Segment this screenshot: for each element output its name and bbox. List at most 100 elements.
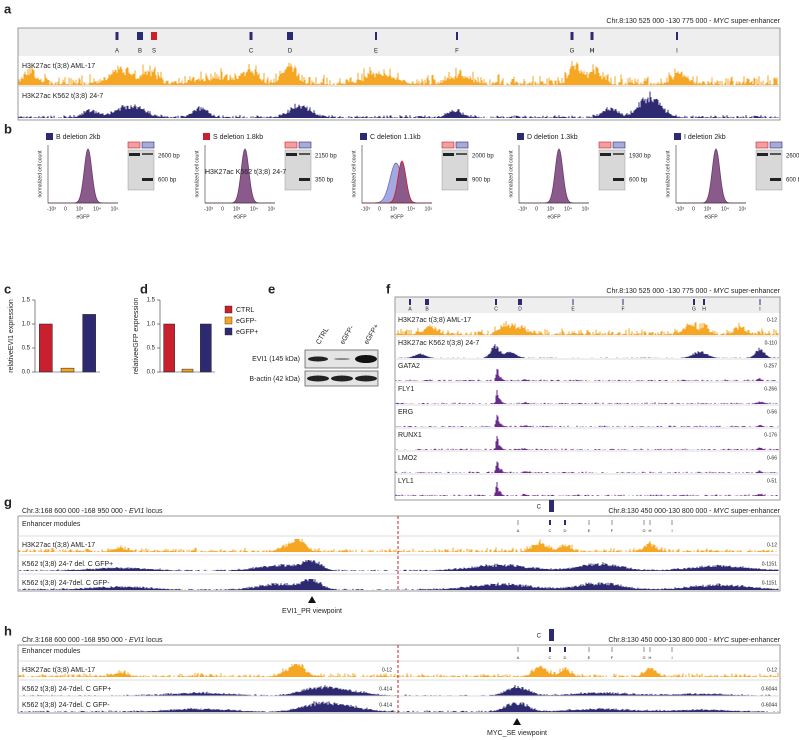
panel-box bbox=[17, 644, 781, 714]
module-label: E bbox=[588, 655, 591, 660]
legend-swatch bbox=[224, 316, 233, 325]
band-label: 2600 bp bbox=[786, 154, 799, 160]
axes bbox=[361, 145, 432, 204]
x-tick-label: 10³ bbox=[233, 206, 241, 212]
module-marker bbox=[676, 32, 678, 40]
legend-swatch bbox=[224, 327, 233, 336]
track-label: H3K27ac K562 t(3;8) 24-7 bbox=[22, 93, 103, 100]
viewpoint-marker bbox=[513, 718, 521, 725]
panel-box bbox=[17, 27, 781, 121]
module-label: A bbox=[115, 49, 119, 55]
signal-track bbox=[395, 461, 778, 473]
gel-header bbox=[298, 141, 312, 149]
gel-header bbox=[769, 141, 783, 149]
x-tick-label: 10³ bbox=[76, 206, 84, 212]
track-label: K562 t(3;8) 24-7del. C GFP- bbox=[22, 702, 110, 709]
band-label: 2000 bp bbox=[472, 154, 494, 160]
column-label: eGFP- bbox=[339, 324, 356, 346]
module-label: H bbox=[649, 528, 652, 533]
gel-band bbox=[613, 178, 624, 181]
track-range: 0-12 bbox=[767, 542, 777, 548]
gel-band bbox=[770, 153, 781, 155]
locus-part: Chr.8:130 450 000-130 800 000 - bbox=[608, 508, 713, 515]
x-tick-label: 10⁴ bbox=[407, 206, 415, 212]
x-tick-label: 10⁵ bbox=[111, 206, 119, 212]
gel-band bbox=[770, 178, 781, 181]
blot-band bbox=[331, 375, 353, 382]
module-marker bbox=[456, 32, 458, 40]
x-tick-label: 10⁴ bbox=[250, 206, 258, 212]
module-label: A bbox=[517, 655, 520, 660]
legend-swatch bbox=[224, 305, 233, 314]
title-swatch bbox=[360, 133, 367, 140]
locus-part: Chr.8:130 525 000 -130 775 000 - bbox=[606, 18, 713, 25]
module-label: F bbox=[621, 306, 624, 312]
y-tick-label: 1.5 bbox=[22, 298, 31, 304]
x-tick-label: 10³ bbox=[390, 206, 398, 212]
band-label: 600 bp bbox=[158, 178, 177, 184]
module-label: D bbox=[288, 49, 293, 55]
title-swatch bbox=[674, 133, 681, 140]
module-marker bbox=[495, 299, 497, 305]
gel bbox=[127, 149, 155, 191]
panel-letter: h bbox=[4, 623, 12, 638]
locus: Chr.8:130 450 000-130 800 000 - MYC supe… bbox=[608, 637, 780, 644]
locus-part: locus bbox=[144, 637, 163, 644]
x-tick-label: 0 bbox=[692, 206, 695, 212]
axes bbox=[159, 300, 215, 373]
track-range: 0-414 bbox=[379, 686, 392, 692]
gel-band bbox=[600, 153, 611, 156]
track-range: 0-12 bbox=[767, 667, 777, 673]
track-label: ERG bbox=[398, 409, 413, 416]
module-label: C bbox=[494, 306, 498, 312]
module-label: D bbox=[518, 306, 522, 312]
module-marker bbox=[287, 32, 293, 40]
x-axis-label: eGFP bbox=[547, 214, 561, 220]
x-tick-label: 0 bbox=[378, 206, 381, 212]
module-label: G bbox=[692, 306, 696, 312]
band-label: 1930 bp bbox=[629, 154, 651, 160]
histogram bbox=[676, 148, 746, 204]
signal-track bbox=[396, 436, 779, 450]
module-label: H bbox=[590, 49, 594, 55]
y-axis-label: normalized cell count bbox=[508, 150, 514, 198]
plot-title: I deletion 2kb bbox=[684, 134, 726, 141]
module-label: C bbox=[549, 655, 552, 660]
module-label: E bbox=[374, 49, 378, 55]
gel-band bbox=[456, 153, 467, 155]
x-tick-label: 10⁵ bbox=[425, 206, 433, 212]
gel bbox=[755, 149, 783, 191]
module-label: F bbox=[455, 49, 459, 55]
bar bbox=[181, 368, 194, 373]
histogram bbox=[48, 148, 118, 204]
module-label: G bbox=[570, 49, 575, 55]
x-tick-label: -10³ bbox=[361, 206, 370, 212]
module-bar bbox=[395, 297, 780, 313]
signal-track bbox=[18, 539, 777, 552]
x-axis-label: eGFP bbox=[704, 214, 718, 220]
gel-band bbox=[456, 178, 467, 181]
signal-track bbox=[395, 368, 776, 381]
gel-header bbox=[598, 141, 612, 149]
module-marker bbox=[375, 32, 377, 40]
blot-band bbox=[334, 358, 350, 360]
module-label: G bbox=[642, 655, 645, 660]
track-range: 0-1151 bbox=[762, 580, 777, 586]
track-label: K562 t(3;8) 24-7del. C GFP+ bbox=[22, 686, 111, 693]
axes bbox=[518, 145, 589, 204]
panel-letter: b bbox=[4, 121, 12, 136]
y-tick-label: 1.0 bbox=[147, 322, 156, 328]
gel bbox=[598, 149, 626, 191]
x-axis-label: eGFP bbox=[233, 214, 247, 220]
panel-box bbox=[394, 296, 781, 501]
bar bbox=[60, 367, 75, 373]
locus-part: MYC bbox=[713, 18, 730, 25]
module-label: A bbox=[517, 528, 520, 533]
module-label: S bbox=[152, 49, 156, 55]
module-label: E bbox=[571, 306, 575, 312]
locus-part: MYC bbox=[713, 637, 730, 644]
panel-letter: g bbox=[4, 494, 12, 509]
locus-part: EVI1 bbox=[129, 508, 144, 515]
locus-part: super-enhancer bbox=[729, 288, 781, 295]
y-tick-label: 0.0 bbox=[147, 370, 156, 376]
